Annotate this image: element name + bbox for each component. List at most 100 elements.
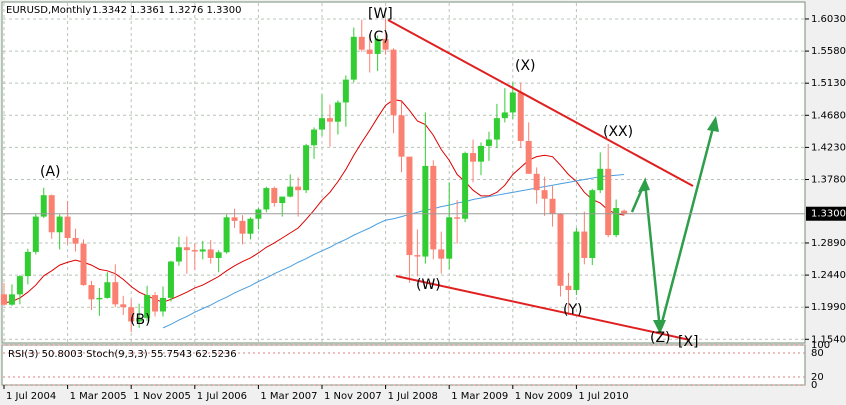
candle-body xyxy=(597,168,604,191)
wave-label: (A) xyxy=(40,164,61,180)
candle-body xyxy=(136,317,143,322)
projection-arrow xyxy=(630,119,717,331)
candle-body xyxy=(581,231,588,258)
candle-body xyxy=(191,250,198,252)
wave-label: (W) xyxy=(416,277,441,293)
y-tick-label: 1.2890 xyxy=(811,238,846,249)
x-tick-label: 1 Nov 2005 xyxy=(133,391,191,402)
symbol-title: EURUSD,Monthly xyxy=(6,5,91,16)
candle-body xyxy=(422,165,429,257)
candle-body xyxy=(207,249,214,258)
wave-label: [X] xyxy=(678,334,699,350)
y-tick-label: 1.4680 xyxy=(811,110,846,121)
candle-body xyxy=(32,216,39,252)
candle-body xyxy=(247,218,254,234)
indicator-tick-label: 80 xyxy=(811,348,824,359)
candle-body xyxy=(414,255,421,257)
candle-body xyxy=(88,285,95,300)
arrow-head xyxy=(638,178,650,192)
candle-body xyxy=(350,36,357,80)
candle-body xyxy=(72,237,79,244)
candle-body xyxy=(160,297,166,312)
candle-body xyxy=(454,217,461,219)
wave-label: (X) xyxy=(515,58,536,74)
indicator-tick-label: 0 xyxy=(811,380,817,391)
grid xyxy=(3,3,805,386)
candle-body xyxy=(231,217,238,221)
wave-label: (Y) xyxy=(563,302,582,318)
main-panel xyxy=(1,1,806,344)
candle-body xyxy=(613,208,620,236)
candle-body xyxy=(128,307,135,322)
indicator-label: RSI(3) 50.8003 Stoch(9,3,3) 55.7543 62.5… xyxy=(8,349,237,360)
y-tick-label: 1.5580 xyxy=(811,46,846,57)
candle-body xyxy=(167,261,174,298)
indicator-panel xyxy=(1,344,806,386)
annotations xyxy=(387,19,719,341)
candle-body xyxy=(319,118,325,130)
candle-body xyxy=(287,186,294,197)
candle-body xyxy=(589,190,596,258)
candle-body xyxy=(549,198,556,214)
candle-body xyxy=(533,173,540,191)
candle-body xyxy=(104,282,111,298)
y-tick-label: 1.1990 xyxy=(811,302,846,313)
candle-body xyxy=(112,282,119,305)
candle-body xyxy=(446,217,453,259)
candle-body xyxy=(374,38,381,54)
moving-average xyxy=(3,99,625,304)
x-tick-label: 1 Nov 2009 xyxy=(515,391,573,402)
candle-body xyxy=(406,156,413,256)
candle-body xyxy=(430,165,437,250)
wave-label: [W] xyxy=(368,6,393,22)
indicator-tick-label: 20 xyxy=(811,372,824,383)
candle-body xyxy=(120,304,127,308)
candle-body xyxy=(382,38,389,50)
candle-body xyxy=(279,196,286,204)
x-tick-label: 1 Jul 2010 xyxy=(578,391,628,402)
x-tick-label: 1 Jul 2006 xyxy=(197,391,247,402)
candle-body xyxy=(183,247,190,251)
candle-body xyxy=(199,249,206,252)
candle-body xyxy=(56,216,63,233)
candle-body xyxy=(8,294,15,305)
candle-body xyxy=(175,247,182,262)
candle-body xyxy=(311,129,318,146)
candle-body xyxy=(509,92,516,113)
current-price-label: 1.3300 xyxy=(811,209,846,220)
candle-body xyxy=(96,297,103,300)
candle-body xyxy=(295,186,302,191)
x-tick-label: 1 Jul 2008 xyxy=(388,391,438,402)
wave-label: (C) xyxy=(368,29,389,45)
candle-body xyxy=(621,210,628,214)
candle-body xyxy=(215,252,222,258)
wave-label: (Z) xyxy=(650,330,671,346)
trendline xyxy=(395,275,691,341)
candle-body xyxy=(398,115,405,157)
wave-label: (XX) xyxy=(603,124,633,140)
candle-body xyxy=(64,216,71,238)
arrow-head xyxy=(707,116,719,132)
y-tick-label: 1.5130 xyxy=(811,78,846,89)
arrow-head xyxy=(653,320,666,334)
candle-body xyxy=(334,102,341,122)
candle-body xyxy=(525,140,532,174)
candle-body xyxy=(485,139,492,146)
candle-body xyxy=(605,168,612,236)
x-tick-label: 1 Mar 2005 xyxy=(70,391,127,402)
candle-body xyxy=(462,153,469,219)
y-tick-label: 1.3780 xyxy=(811,174,846,185)
candle-body xyxy=(24,251,31,277)
candle-body xyxy=(223,217,230,253)
wave-label: (B) xyxy=(130,312,151,328)
x-tick-label: 1 Nov 2007 xyxy=(324,391,382,402)
candle-body xyxy=(493,118,500,140)
candle-body xyxy=(342,79,349,103)
y-tick-label: 1.1540 xyxy=(811,334,846,345)
candle-body xyxy=(303,145,310,191)
candle-body xyxy=(263,188,270,210)
x-tick-label: 1 Jul 2004 xyxy=(6,391,56,402)
candle-body xyxy=(152,295,159,312)
moving-average xyxy=(162,173,625,329)
